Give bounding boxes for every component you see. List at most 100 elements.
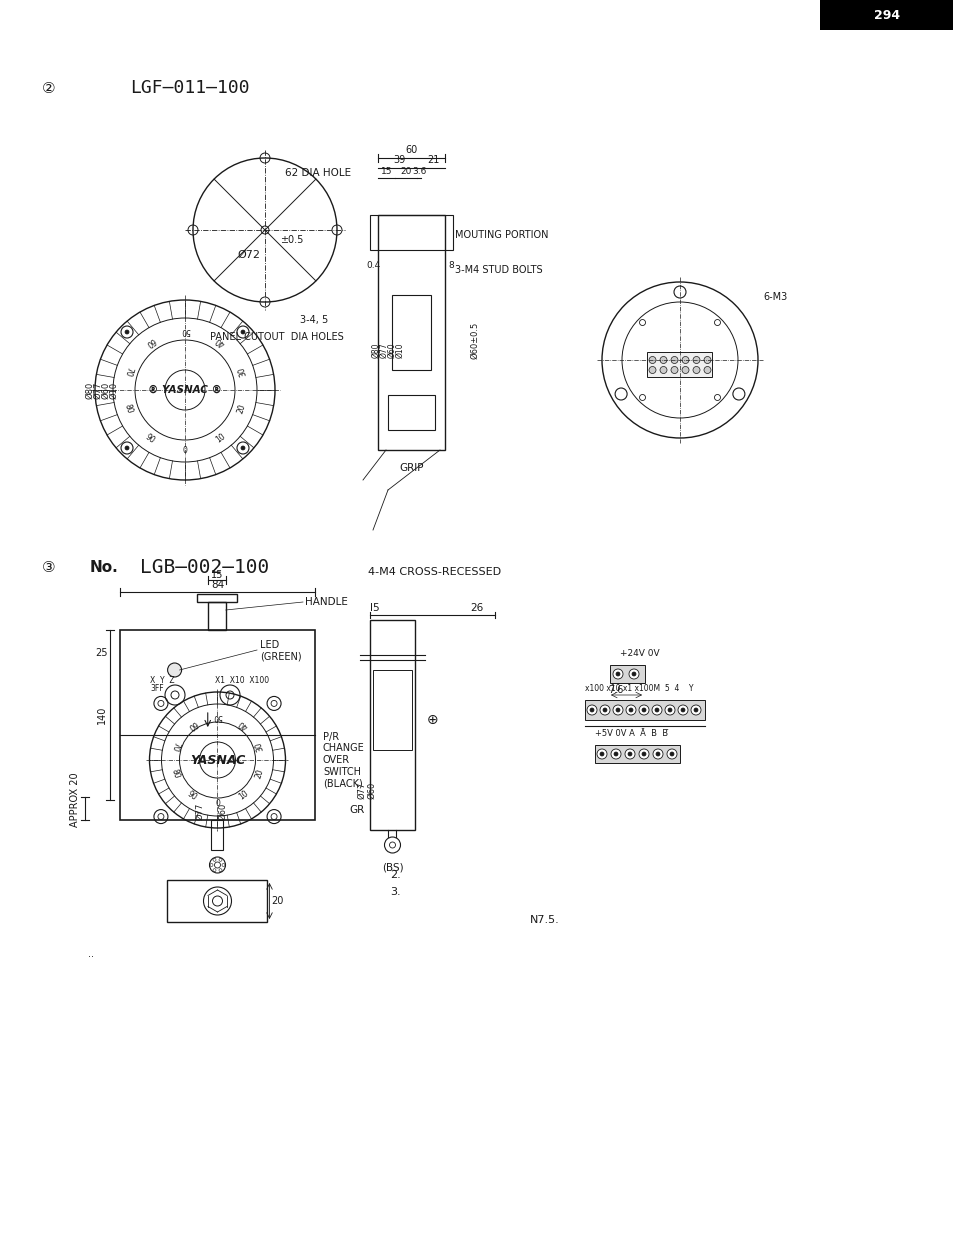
Text: Ø60±0.5: Ø60±0.5 [470,321,479,359]
Text: ⊕: ⊕ [427,713,438,727]
Text: Ø60: Ø60 [387,342,396,358]
Text: 3-4, 5: 3-4, 5 [299,315,328,325]
Text: 8: 8 [448,260,454,269]
Text: LED
(GREEN): LED (GREEN) [260,640,301,661]
Text: Ø77: Ø77 [357,781,366,798]
Circle shape [670,366,678,374]
Text: 0: 0 [182,445,187,454]
Text: 20: 20 [400,167,411,175]
Circle shape [648,357,656,364]
Text: 15: 15 [380,167,392,175]
Text: 0.4: 0.4 [366,260,380,269]
Circle shape [616,673,619,676]
Text: 80: 80 [170,768,181,780]
Text: Ø60: Ø60 [367,781,376,798]
Text: P/R
CHANGE
OVER
SWITCH
(BLACK): P/R CHANGE OVER SWITCH (BLACK) [323,732,364,789]
Text: 84: 84 [211,580,224,590]
Circle shape [656,752,659,756]
Text: APPROX 20: APPROX 20 [70,772,80,827]
Text: GRIP: GRIP [399,463,423,473]
Circle shape [627,752,631,756]
Circle shape [648,366,656,374]
Text: 20: 20 [272,896,284,906]
Circle shape [586,705,597,714]
Circle shape [666,749,677,759]
Circle shape [641,752,645,756]
Text: 20: 20 [253,768,265,780]
Text: X  Y  Z: X Y Z [150,675,174,685]
Text: Ø10: Ø10 [395,342,404,358]
Bar [820,0,953,30]
Bar [212,821,223,850]
Text: Ø77: Ø77 [194,802,204,819]
Bar [647,352,712,378]
Text: 294: 294 [873,9,899,21]
Circle shape [613,669,622,679]
Bar [595,745,679,763]
Circle shape [602,708,606,712]
Bar [373,670,412,750]
Circle shape [613,705,622,714]
Text: 50: 50 [180,326,190,334]
Text: 60: 60 [185,718,198,731]
Circle shape [659,366,666,374]
Bar [370,619,415,830]
Circle shape [703,366,710,374]
Text: 90: 90 [185,789,198,802]
Circle shape [125,329,129,334]
Text: 10: 10 [236,789,250,802]
Text: Ø77: Ø77 [93,381,102,399]
Circle shape [680,708,684,712]
Circle shape [681,366,688,374]
Text: ··: ·· [88,951,94,963]
Text: 6-M3: 6-M3 [762,292,786,302]
Circle shape [599,705,609,714]
Circle shape [614,752,618,756]
Circle shape [241,445,245,450]
Text: HANDLE: HANDLE [305,597,348,607]
Text: ③: ③ [42,559,55,575]
Circle shape [624,749,635,759]
Text: 3FF: 3FF [150,684,164,692]
Text: 39: 39 [394,155,405,165]
Circle shape [597,749,606,759]
Circle shape [690,705,700,714]
Text: YASNAC: YASNAC [190,754,245,766]
Text: 25: 25 [95,648,108,658]
Text: ±0.5: ±0.5 [280,234,303,246]
Circle shape [681,357,688,364]
Bar [392,295,431,370]
Circle shape [670,357,678,364]
Text: LGF–011–100: LGF–011–100 [130,79,250,97]
Circle shape [692,357,700,364]
Circle shape [664,705,675,714]
Text: 60: 60 [143,334,156,348]
Text: Ø77: Ø77 [379,342,388,358]
Circle shape [616,708,619,712]
Circle shape [655,708,659,712]
Bar [208,602,226,631]
Text: 0: 0 [214,800,220,808]
Circle shape [125,445,129,450]
Text: Ø60: Ø60 [218,802,227,819]
Text: 40: 40 [213,334,227,348]
Text: 140: 140 [97,706,107,724]
Text: 90: 90 [143,432,156,445]
Text: MOUTING PORTION: MOUTING PORTION [455,230,548,239]
Circle shape [628,669,639,679]
Circle shape [625,705,636,714]
Text: Ø10: Ø10 [110,381,118,399]
Text: ® YASNAC ®: ® YASNAC ® [148,385,222,395]
Circle shape [659,357,666,364]
Bar [370,215,453,251]
Circle shape [589,708,594,712]
Circle shape [703,357,710,364]
Text: (BS): (BS) [381,863,403,872]
Circle shape [669,752,673,756]
Text: N7.5.: N7.5. [530,914,559,926]
Text: 15: 15 [211,570,223,580]
Bar [388,395,435,429]
Text: 60: 60 [405,146,417,155]
Bar [609,665,644,682]
Circle shape [641,708,645,712]
